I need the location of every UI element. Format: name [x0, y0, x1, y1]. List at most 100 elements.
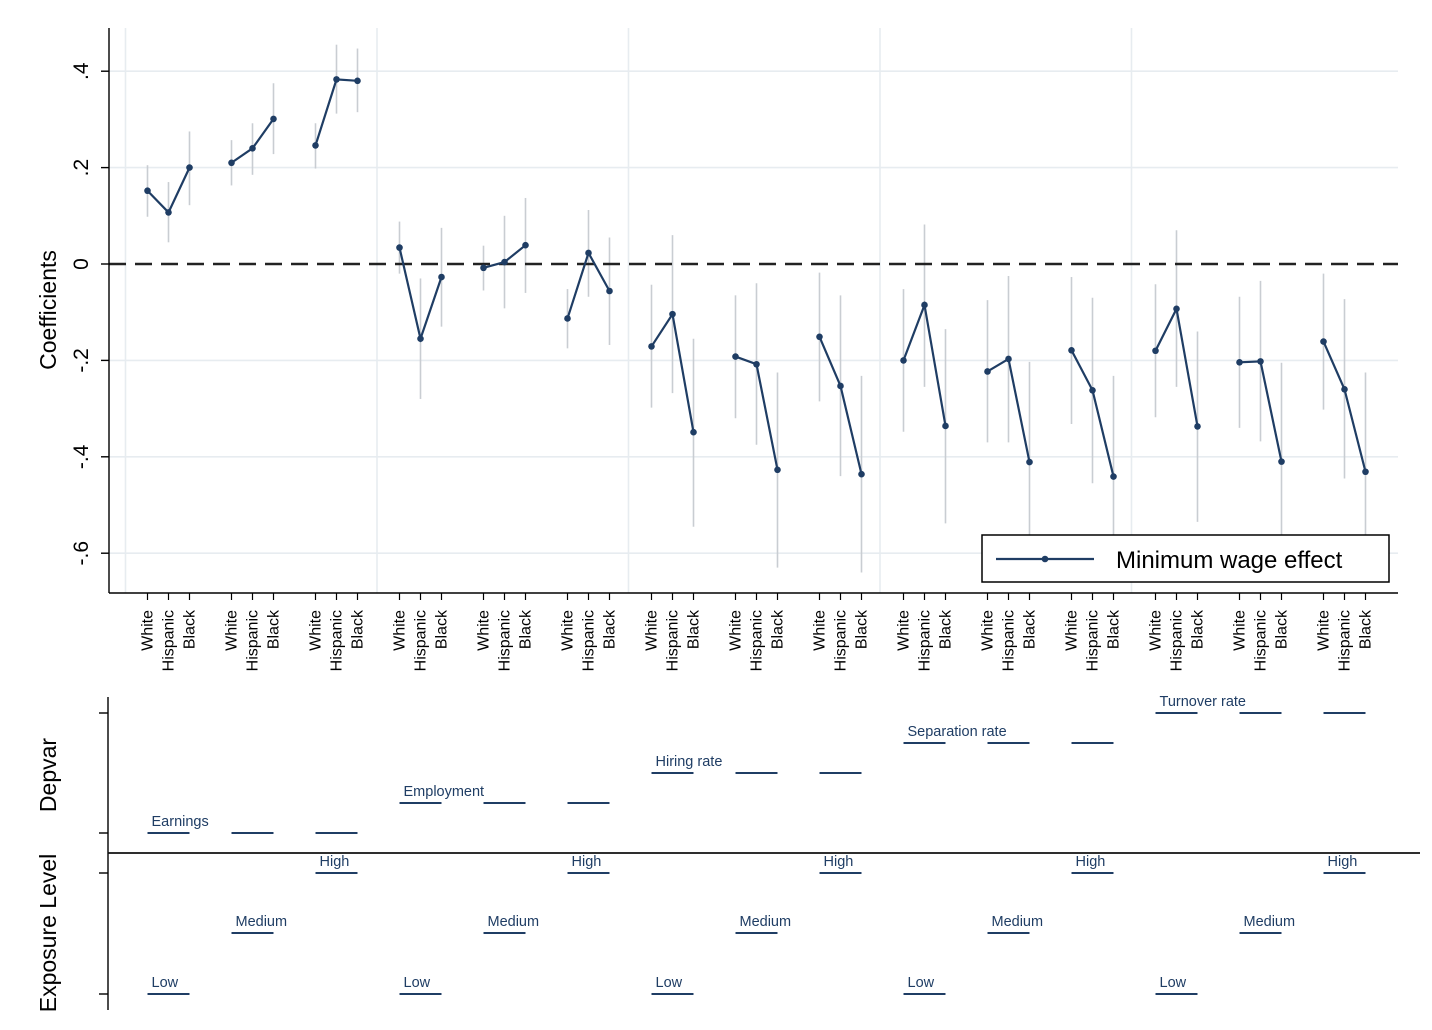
- data-point: [1257, 358, 1264, 365]
- data-point: [1194, 423, 1201, 430]
- data-point: [858, 470, 865, 478]
- data-point: [1236, 359, 1243, 366]
- x-category-label: Black: [1358, 609, 1375, 649]
- depvar-axis-label: Depvar: [35, 738, 61, 812]
- x-category-label: White: [140, 610, 157, 651]
- x-category-label: Black: [854, 609, 871, 649]
- x-category-label: Hispanic: [833, 610, 850, 671]
- data-point: [669, 310, 676, 318]
- exposure-level-label: Medium: [992, 914, 1044, 930]
- x-category-label: Black: [182, 609, 199, 649]
- data-point: [837, 382, 844, 390]
- data-point: [816, 333, 823, 341]
- exposure-level-label: Medium: [740, 914, 792, 930]
- exposure-level-label: Low: [908, 975, 935, 991]
- data-point: [1362, 468, 1369, 476]
- bottom-panel: Earnings Low Medium High Employment Low Medium…: [99, 694, 1420, 1010]
- grid-layer: [109, 28, 1398, 593]
- x-category-label: White: [392, 610, 409, 651]
- data-point: [921, 301, 928, 309]
- data-point: [417, 335, 424, 343]
- data-point: [1152, 347, 1159, 355]
- data-point: [753, 360, 760, 368]
- series-layer: [144, 76, 1369, 480]
- data-point: [186, 164, 193, 171]
- x-category-label: Black: [1190, 609, 1207, 649]
- data-point: [732, 353, 739, 360]
- x-category-label: Hispanic: [1085, 610, 1102, 671]
- exposure-level-label: Medium: [488, 914, 540, 930]
- axis-layer: .4 .2 0 -.2 -.4 -.6: [70, 28, 1398, 600]
- legend: Minimum wage effect: [981, 534, 1390, 583]
- x-category-label: White: [644, 610, 661, 651]
- x-category-label: White: [1232, 610, 1249, 651]
- exposure-level-label: High: [824, 854, 854, 870]
- x-category-label: White: [980, 610, 997, 651]
- x-category-label: White: [308, 610, 325, 651]
- x-category-label: Hispanic: [749, 610, 766, 671]
- x-category-label: White: [1316, 610, 1333, 651]
- exposure-axis-label: Exposure Level: [35, 854, 61, 1013]
- data-point: [690, 428, 697, 436]
- x-category-label: Hispanic: [329, 610, 346, 671]
- data-point: [333, 76, 340, 83]
- y-tick-label: .2: [70, 159, 93, 177]
- exposure-level-label: High: [320, 854, 350, 870]
- data-point: [480, 264, 487, 272]
- x-category-label: Black: [350, 609, 367, 649]
- legend-label: Minimum wage effect: [1116, 547, 1343, 574]
- data-point: [1089, 386, 1096, 394]
- data-point: [396, 244, 403, 251]
- data-point: [1341, 386, 1348, 393]
- data-point: [522, 241, 529, 249]
- data-point: [1005, 355, 1012, 363]
- exposure-level-label: Low: [152, 975, 179, 991]
- data-point: [438, 273, 445, 281]
- x-category-label: Black: [434, 609, 451, 649]
- x-category-label: Hispanic: [245, 610, 262, 671]
- data-point: [1320, 338, 1327, 345]
- x-category-label: Black: [266, 609, 283, 649]
- data-point: [984, 368, 991, 375]
- x-category-label: White: [224, 610, 241, 651]
- depvar-level-label: Employment: [404, 784, 485, 800]
- exposure-level-label: Low: [404, 975, 431, 991]
- exposure-level-label: High: [1076, 854, 1106, 870]
- x-category-label: Black: [1022, 609, 1039, 649]
- x-category-label: Black: [686, 609, 703, 649]
- exposure-level-label: Medium: [236, 914, 288, 930]
- data-point: [585, 249, 592, 257]
- x-category-label: White: [1148, 610, 1165, 651]
- x-category-label: Hispanic: [1001, 610, 1018, 671]
- data-point: [774, 466, 781, 474]
- exposure-level-label: High: [1328, 854, 1358, 870]
- data-point: [270, 115, 277, 123]
- x-category-label: Black: [770, 609, 787, 649]
- y-axis-label: Coefficients: [35, 250, 61, 370]
- x-category-label: Hispanic: [497, 610, 514, 671]
- x-category-label: Hispanic: [161, 610, 178, 671]
- y-tick-label: -.2: [70, 348, 93, 373]
- data-point: [165, 209, 172, 216]
- data-point: [900, 357, 907, 364]
- data-point: [1068, 346, 1075, 354]
- x-category-label: Black: [518, 609, 535, 649]
- x-category-label: Hispanic: [1169, 610, 1186, 671]
- x-category-label: Hispanic: [1337, 610, 1354, 671]
- x-category-label: Hispanic: [413, 610, 430, 671]
- y-tick-label: -.4: [70, 444, 93, 469]
- exposure-level-label: Medium: [1244, 914, 1296, 930]
- data-point: [228, 159, 235, 167]
- x-category-label: Black: [602, 609, 619, 649]
- data-point: [144, 187, 151, 195]
- data-point: [1173, 305, 1180, 313]
- x-category-label: Hispanic: [665, 610, 682, 671]
- depvar-level-label: Hiring rate: [656, 754, 723, 770]
- depvar-level-label: Turnover rate: [1160, 694, 1247, 710]
- x-category-label: Black: [938, 609, 955, 649]
- exposure-level-label: Low: [656, 975, 683, 991]
- x-category-label: White: [476, 610, 493, 651]
- legend-marker-swatch: [1041, 555, 1049, 563]
